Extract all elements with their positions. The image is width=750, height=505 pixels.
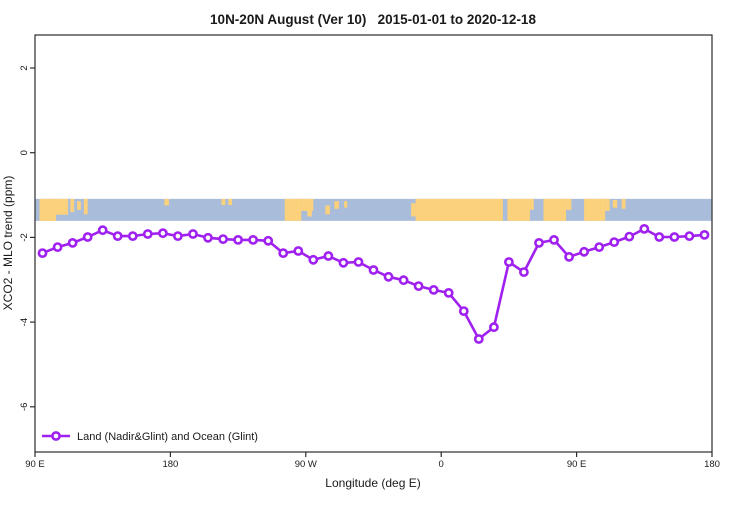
- data-point-marker: [233, 234, 243, 245]
- data-point-marker: [142, 229, 153, 239]
- x-axis-ticks: 90 E 180 90 W 0 90 E 180: [25, 452, 720, 470]
- data-point-marker: [97, 225, 108, 236]
- land-patch: [529, 198, 534, 210]
- land-patch: [164, 198, 169, 206]
- data-point-marker: [82, 232, 93, 242]
- land-patch: [45, 209, 57, 221]
- y-tick-label: -4: [19, 318, 30, 326]
- data-point-marker: [639, 223, 650, 234]
- data-point-marker: [188, 229, 198, 239]
- x-tick-label: 90 W: [295, 459, 317, 470]
- data-point-marker: [624, 231, 635, 242]
- series-line: [41, 227, 706, 341]
- data-point-marker: [443, 287, 454, 298]
- data-point-marker: [684, 231, 695, 241]
- land-patch: [221, 198, 226, 206]
- data-point-marker: [353, 257, 364, 267]
- data-point-marker: [157, 228, 168, 239]
- data-point-marker: [519, 267, 529, 277]
- data-point-marker: [112, 231, 123, 241]
- land-patch: [584, 198, 606, 221]
- data-point-marker: [368, 265, 379, 275]
- data-point-marker: [488, 322, 499, 333]
- land-patch: [411, 203, 416, 217]
- land-patch: [612, 199, 618, 208]
- y-axis-title: XCO2 - MLO trend (ppm): [1, 176, 15, 311]
- data-point-marker: [293, 246, 304, 256]
- land-patch: [307, 210, 312, 217]
- data-series-land-ocean: [37, 223, 710, 344]
- land-patch: [301, 198, 314, 211]
- y-tick-label: 0: [19, 150, 30, 155]
- data-point-marker: [67, 237, 78, 248]
- x-tick-label: 0: [439, 459, 444, 470]
- data-point-marker: [278, 248, 289, 258]
- y-tick-label: -2: [19, 233, 30, 241]
- map-band: [35, 198, 712, 221]
- ocean-band: [35, 198, 712, 221]
- chart-title: 10N-20N August (Ver 10) 2015-01-01 to 20…: [210, 12, 536, 27]
- data-point-marker: [263, 235, 274, 246]
- data-point-marker: [458, 306, 469, 316]
- data-point-marker: [534, 237, 544, 248]
- x-tick-label: 180: [162, 459, 178, 470]
- data-point-marker: [503, 257, 514, 267]
- land-patch: [83, 198, 88, 215]
- land-patch: [507, 198, 530, 221]
- y-tick-label: 2: [19, 65, 30, 70]
- data-point-marker: [609, 237, 620, 247]
- data-point-marker: [308, 254, 319, 265]
- data-point-marker: [428, 284, 439, 295]
- data-point-marker: [248, 234, 258, 245]
- x-tick-label: 90 E: [567, 459, 587, 470]
- data-point-marker: [398, 275, 409, 286]
- data-point-marker: [203, 232, 213, 243]
- x-tick-label: 90 E: [25, 459, 45, 470]
- legend: Land (Nadir&Glint) and Ocean (Glint): [42, 431, 258, 443]
- data-point-marker: [413, 281, 424, 291]
- land-patch: [344, 201, 348, 208]
- land-patch: [284, 198, 302, 221]
- land-patch: [621, 198, 626, 209]
- data-point-marker: [473, 334, 484, 344]
- data-point-marker: [323, 251, 334, 261]
- x-tick-label: 180: [704, 459, 720, 470]
- land-patch: [228, 198, 233, 206]
- land-patch: [334, 201, 339, 209]
- land-patch: [566, 198, 572, 210]
- data-point-marker: [172, 231, 183, 241]
- data-point-marker: [654, 232, 665, 242]
- y-axis-ticks: 2 0 -2 -4 -6: [19, 65, 35, 411]
- data-point-marker: [699, 229, 710, 240]
- land-patch: [605, 198, 610, 211]
- data-point-marker: [579, 246, 589, 257]
- legend-label: Land (Nadir&Glint) and Ocean (Glint): [77, 431, 258, 443]
- legend-marker-icon: [51, 431, 61, 441]
- data-point-marker: [218, 234, 228, 244]
- data-point-marker: [338, 257, 349, 268]
- data-point-marker: [127, 231, 138, 241]
- data-point-marker: [37, 248, 48, 258]
- x-axis-title: Longitude (deg E): [325, 476, 420, 490]
- land-patch: [325, 205, 330, 215]
- data-point-marker: [564, 251, 574, 262]
- land-patch: [70, 198, 75, 213]
- plot-border: [34, 34, 713, 453]
- land-patch: [543, 198, 567, 221]
- land-patch: [54, 198, 69, 215]
- y-tick-label: -6: [19, 403, 30, 411]
- data-point-marker: [52, 242, 63, 252]
- data-point-marker: [669, 232, 680, 242]
- data-point-marker: [549, 234, 559, 245]
- data-point-marker: [383, 271, 394, 282]
- land-patch: [415, 198, 503, 221]
- land-patch: [77, 201, 81, 210]
- data-point-marker: [594, 242, 605, 252]
